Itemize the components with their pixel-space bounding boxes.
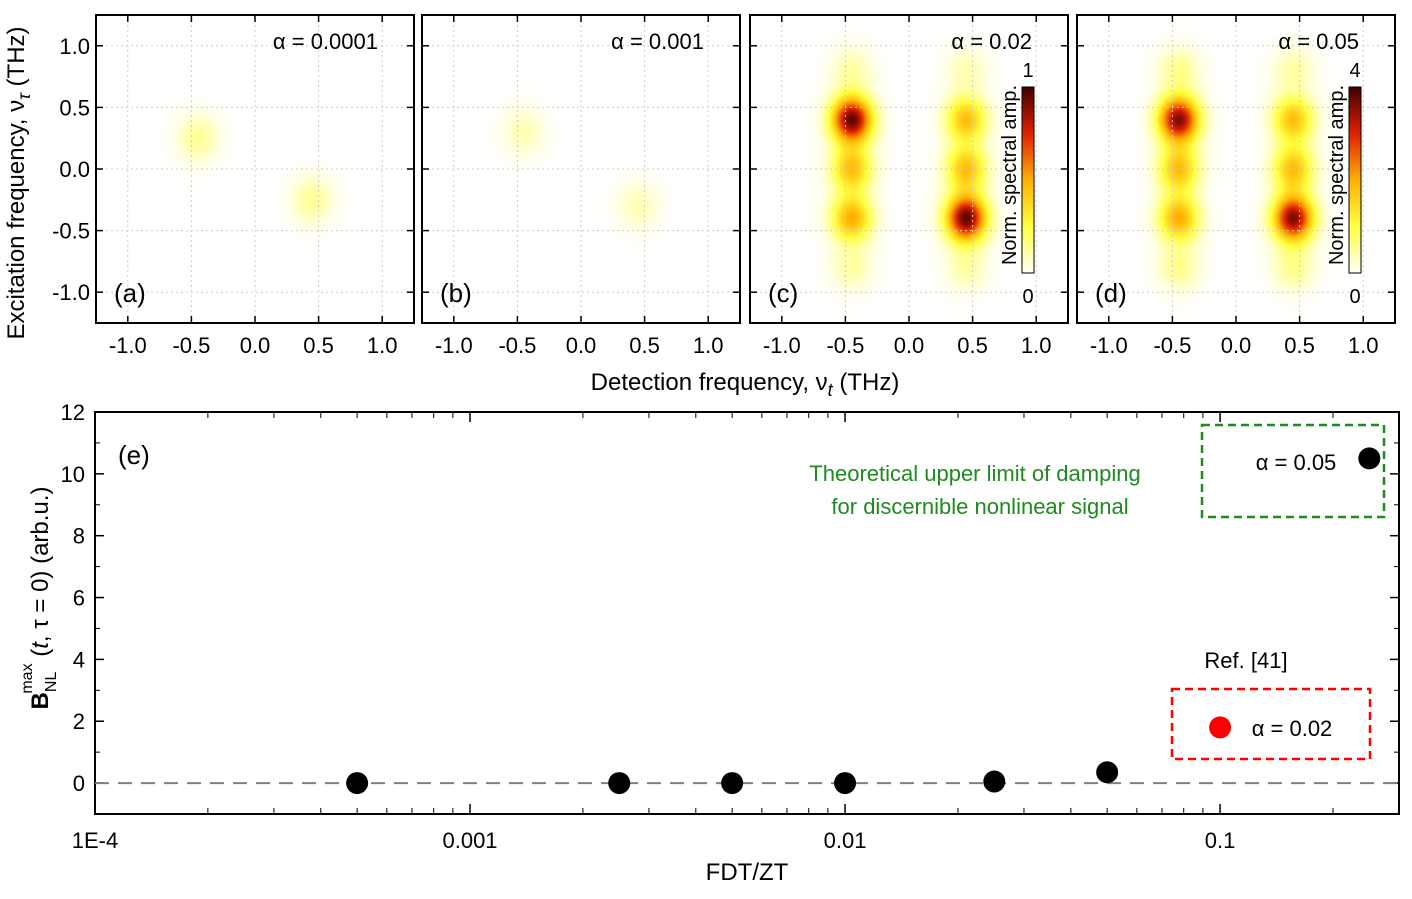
x-tick-label: -1.0 <box>1090 333 1128 358</box>
colorbar <box>1021 86 1035 274</box>
y-tick-label: 0.0 <box>59 157 90 182</box>
x-tick-label: 0.5 <box>303 333 334 358</box>
y-tick-label: 8 <box>73 524 85 549</box>
alpha-ref-label: α = 0.02 <box>1252 716 1333 741</box>
x-tick-label: -1.0 <box>109 333 147 358</box>
y-tick-label: 12 <box>61 400 85 425</box>
x-tick-label: 1E-4 <box>72 828 118 853</box>
y-tick-label: 0.5 <box>59 95 90 120</box>
x-tick-label: -1.0 <box>435 333 473 358</box>
panel-label: (c) <box>768 278 798 308</box>
scatter-panel: 0 2 4 6 8 10 12 1E-4 0.001 0.01 0.1 FDT/ZT Theoretic… <box>61 400 1400 886</box>
x-tick-label: 0.01 <box>824 828 867 853</box>
x-tick-label: -1.0 <box>763 333 801 358</box>
data-point <box>1096 761 1119 784</box>
y-tick-label: 0 <box>73 771 85 796</box>
x-tick-label: 0.0 <box>894 333 925 358</box>
alpha-annotation: α = 0.02 <box>951 29 1032 54</box>
y-tick-label: 4 <box>73 647 85 672</box>
x-tick-label: -0.5 <box>1153 333 1191 358</box>
y-tick-label: 2 <box>73 709 85 734</box>
alpha-high-label: α = 0.05 <box>1256 450 1337 475</box>
x-axis-label: FDT/ZT <box>706 859 789 886</box>
x-tick-label: 1.0 <box>367 333 398 358</box>
colorbar-title: Norm. spectral amp. <box>1326 85 1348 265</box>
data-point <box>721 772 744 795</box>
alpha-annotation: α = 0.0001 <box>273 29 378 54</box>
data-point <box>608 772 631 795</box>
x-tick-label: -0.5 <box>826 333 864 358</box>
panel-label: (b) <box>440 278 472 308</box>
top-y-axis-label: Excitation frequency, ντ (THz) <box>3 26 34 339</box>
x-tick-label: 1.0 <box>1021 333 1052 358</box>
y-tick-label: 6 <box>73 586 85 611</box>
colorbar-min-label: 0 <box>1349 286 1360 308</box>
panel-label: (a) <box>114 278 146 308</box>
y-tick-label: 1.0 <box>59 34 90 59</box>
x-tick-label: 1.0 <box>1348 333 1379 358</box>
data-point <box>834 772 857 795</box>
reference-label: Ref. [41] <box>1204 648 1287 673</box>
alpha-annotation: α = 0.001 <box>611 29 704 54</box>
colorbar-title: Norm. spectral amp. <box>999 85 1021 265</box>
upper-limit-note-line2: for discernible nonlinear signal <box>831 494 1128 519</box>
panel-label: (e) <box>118 440 150 470</box>
panel-label: (d) <box>1095 278 1127 308</box>
alpha-annotation: α = 0.05 <box>1278 29 1359 54</box>
y-tick-label: -1.0 <box>52 280 90 305</box>
heatmap-panel-0: -1.0 -0.5 0.0 0.5 1.0 1.0 0.5 0.0 -0.5 -1.0 (a) α =… <box>52 14 415 358</box>
heatmap-panels: -1.0 -0.5 0.0 0.5 1.0 1.0 0.5 0.0 -0.5 -1.0 (a) α =… <box>52 14 1396 358</box>
reference-box <box>1170 687 1372 761</box>
upper-limit-note-line1: Theoretical upper limit of damping <box>809 461 1140 486</box>
scatter-frame <box>94 411 1400 815</box>
x-tick-label: -0.5 <box>172 333 210 358</box>
y-tick-label: -0.5 <box>52 219 90 244</box>
data-point <box>983 770 1006 793</box>
x-tick-label: 0.5 <box>957 333 988 358</box>
x-tick-label: 0.1 <box>1205 828 1236 853</box>
top-x-axis-label: Detection frequency, νt (THz) <box>591 369 900 400</box>
x-tick-label: -0.5 <box>498 333 536 358</box>
x-tick-label: 0.001 <box>442 828 497 853</box>
colorbar-min-label: 0 <box>1022 286 1033 308</box>
x-tick-label: 0.0 <box>240 333 271 358</box>
reference-data-point <box>1209 716 1232 739</box>
x-tick-label: 0.0 <box>566 333 597 358</box>
x-tick-label: 1.0 <box>693 333 724 358</box>
x-tick-label: 0.5 <box>629 333 660 358</box>
colorbar-max-label: 1 <box>1022 60 1033 82</box>
x-tick-label: 0.0 <box>1221 333 1252 358</box>
colorbar-max-label: 4 <box>1349 60 1360 82</box>
heatmap-panel-1: -1.0 -0.5 0.0 0.5 1.0 (b) α = 0.001 <box>421 14 741 358</box>
x-tick-label: 0.5 <box>1284 333 1315 358</box>
bottom-y-axis-label: BNLmax (t, τ = 0) (arb.u.) <box>19 487 60 710</box>
y-tick-label: 10 <box>61 462 85 487</box>
colorbar <box>1348 86 1362 274</box>
data-point <box>1358 447 1381 470</box>
data-point <box>346 772 369 795</box>
upper-limit-box <box>1200 423 1386 519</box>
